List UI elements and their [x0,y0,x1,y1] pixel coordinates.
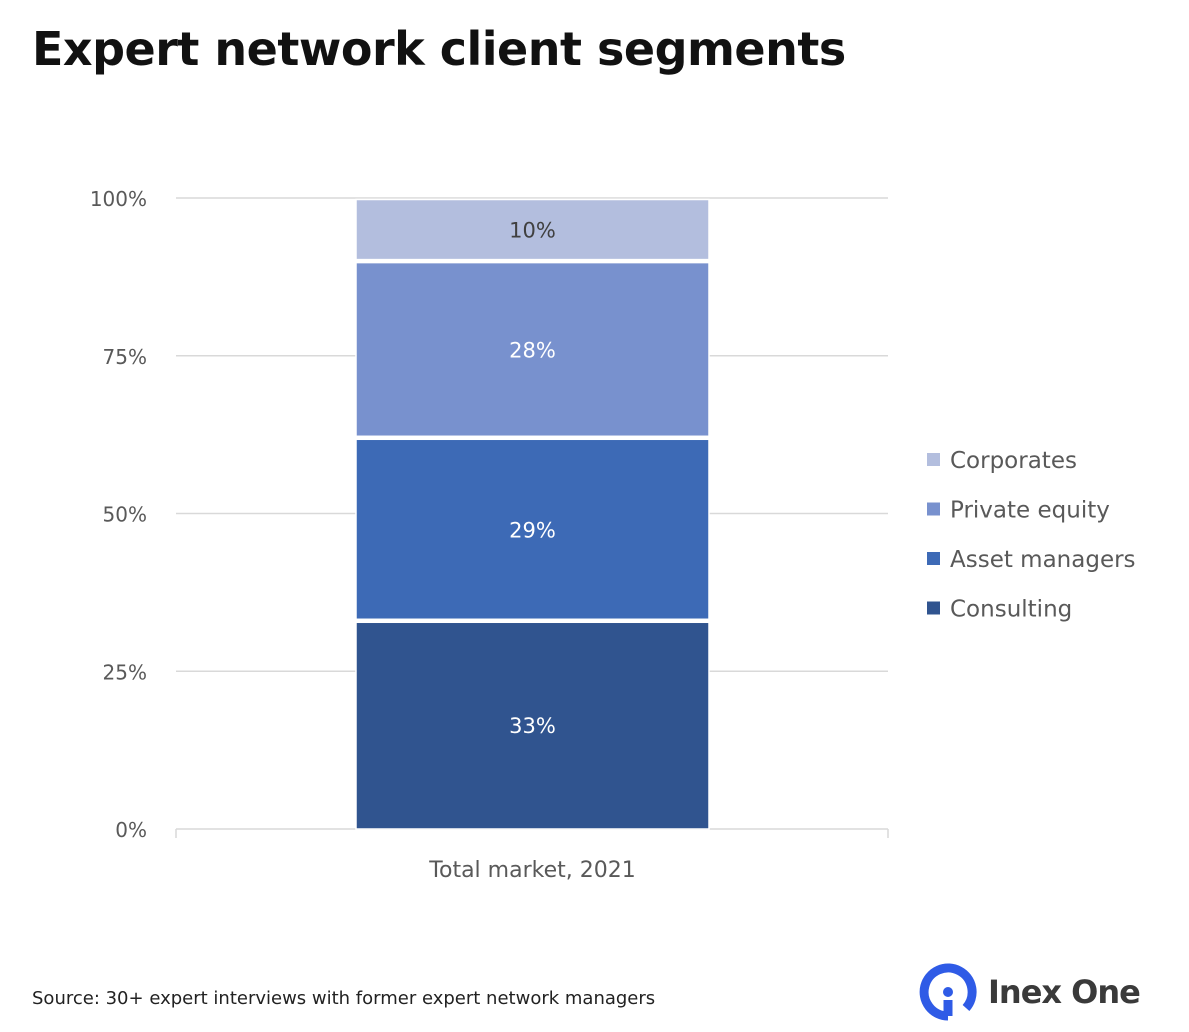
chart-title: Expert network client segments [32,22,846,76]
source-note: Source: 30+ expert interviews with forme… [32,988,656,1009]
legend-label: Private equity [950,498,1110,524]
legend-label: Corporates [950,448,1077,474]
legend-swatch [927,502,940,516]
data-label: 33% [509,714,556,738]
legend-label: Asset managers [950,547,1136,573]
y-tick-label: 75% [103,345,147,369]
data-label: 28% [509,338,556,362]
x-tick-label: Total market, 2021 [428,858,635,883]
data-label: 29% [509,518,556,542]
data-label: 10% [509,219,556,243]
logo: Inex One [918,962,1141,1022]
logo-icon [919,963,977,1021]
y-tick-label: 25% [103,660,147,684]
bar-segment-asset-managers [355,438,710,621]
legend-label: Consulting [950,597,1072,623]
legend-swatch [927,552,940,565]
logo-text: Inex One [988,973,1141,1011]
y-tick-label: 100% [90,187,147,211]
bar-segment-private-equity [355,261,710,438]
bar-segment-corporates [355,198,710,261]
y-tick-label: 50% [103,503,147,527]
legend-swatch [927,601,940,615]
y-tick-label: 0% [115,818,147,842]
bar-segment-consulting [355,621,710,830]
chart: 0% 25% 50% 75% 100% 33% 29% 28% 10% Total market,… [90,187,1136,883]
legend-swatch [927,453,940,466]
